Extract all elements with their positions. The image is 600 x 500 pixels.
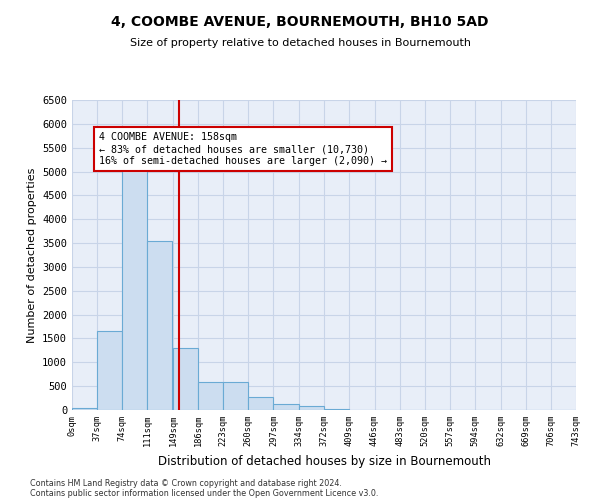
Bar — [173, 348, 198, 410]
Text: Contains public sector information licensed under the Open Government Licence v3: Contains public sector information licen… — [30, 488, 379, 498]
Text: Contains HM Land Registry data © Crown copyright and database right 2024.: Contains HM Land Registry data © Crown c… — [30, 478, 342, 488]
Text: 4 COOMBE AVENUE: 158sqm
← 83% of detached houses are smaller (10,730)
16% of sem: 4 COOMBE AVENUE: 158sqm ← 83% of detache… — [99, 132, 387, 166]
Bar — [248, 397, 274, 410]
Bar — [198, 382, 223, 410]
Bar — [72, 408, 97, 410]
Bar — [299, 406, 323, 410]
Bar — [325, 408, 349, 410]
Bar — [97, 332, 122, 410]
Bar — [122, 169, 147, 410]
Bar — [147, 240, 172, 410]
X-axis label: Distribution of detached houses by size in Bournemouth: Distribution of detached houses by size … — [157, 454, 491, 468]
Text: 4, COOMBE AVENUE, BOURNEMOUTH, BH10 5AD: 4, COOMBE AVENUE, BOURNEMOUTH, BH10 5AD — [111, 15, 489, 29]
Text: Size of property relative to detached houses in Bournemouth: Size of property relative to detached ho… — [130, 38, 470, 48]
Bar — [223, 382, 248, 410]
Bar — [274, 404, 299, 410]
Y-axis label: Number of detached properties: Number of detached properties — [26, 168, 37, 342]
